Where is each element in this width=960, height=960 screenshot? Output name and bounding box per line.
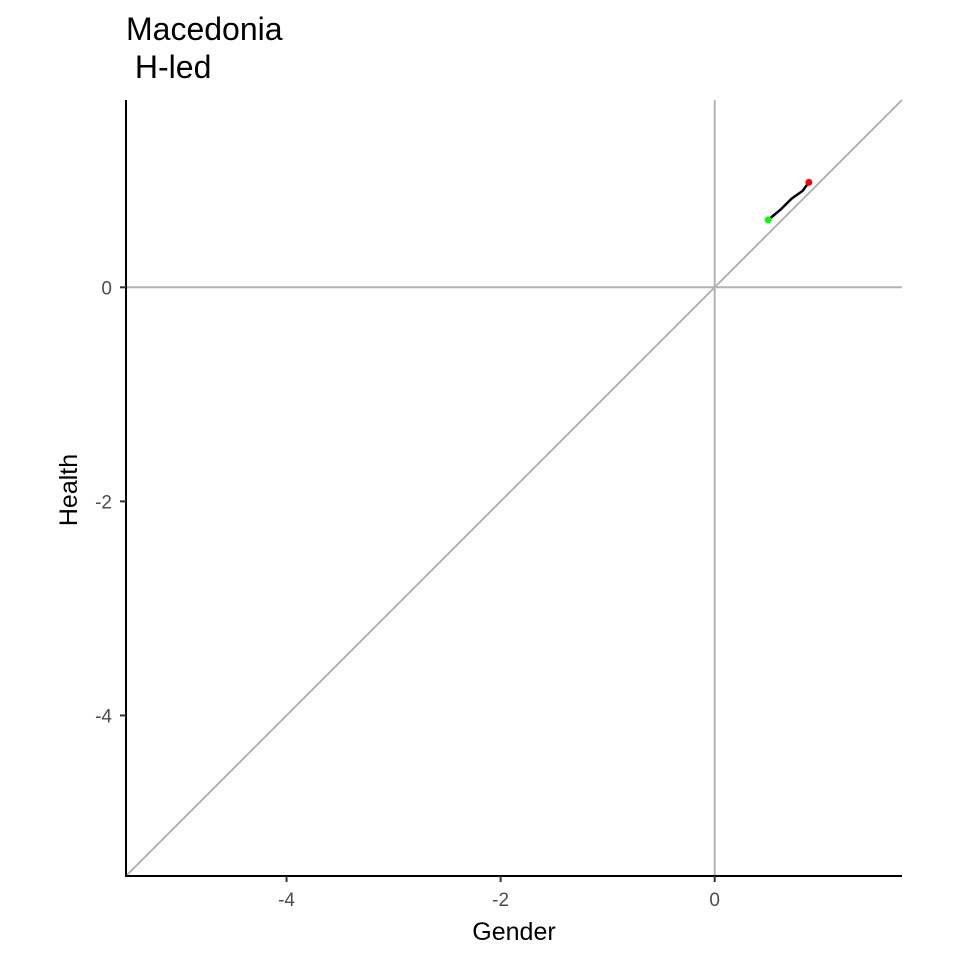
chart-subtitle: H-led (126, 49, 212, 85)
series-group (764, 178, 813, 224)
chart-title: Macedonia (126, 11, 283, 47)
diagonal-reference-line (125, 99, 903, 877)
x-tick-label: -2 (492, 890, 509, 911)
series-path (767, 181, 810, 221)
reference-lines (125, 99, 903, 877)
y-tick-label: -2 (95, 492, 112, 513)
ticks: -4 -2 0 -4 -2 0 (95, 278, 720, 911)
start-point (764, 216, 772, 224)
x-tick-label: -4 (278, 890, 295, 911)
axes (125, 100, 902, 877)
y-tick-label: -4 (95, 706, 112, 727)
y-tick-label: 0 (101, 278, 112, 299)
x-axis-title: Gender (472, 918, 555, 946)
x-tick-label: 0 (709, 890, 720, 911)
end-point (805, 178, 813, 186)
y-axis-title: Health (55, 454, 83, 526)
